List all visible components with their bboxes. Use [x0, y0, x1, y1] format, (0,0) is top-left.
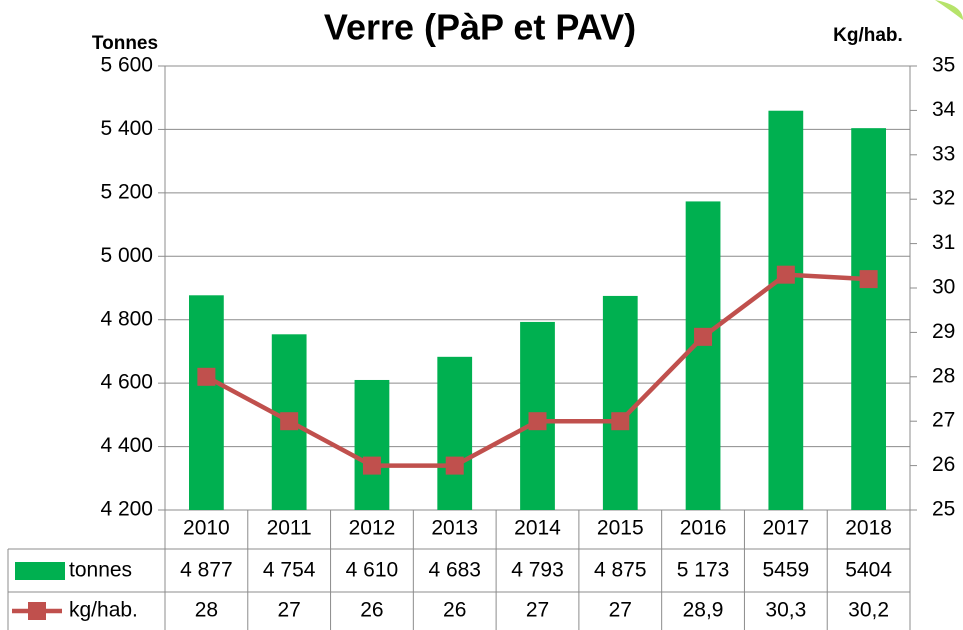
y2-tick-label: 30 [932, 276, 955, 299]
data-label: 4 754 [263, 559, 316, 582]
data-label: 4 683 [428, 559, 481, 582]
data-label: 28 [195, 599, 218, 622]
data-label: 26 [443, 599, 466, 622]
x-tick-label: 2010 [183, 517, 230, 540]
data-label: 4 610 [346, 559, 399, 582]
y2-tick-label: 29 [932, 320, 955, 343]
bar [602, 295, 638, 510]
data-label: 28,9 [683, 599, 724, 622]
x-tick-label: 2013 [431, 517, 478, 540]
y2-tick-label: 35 [932, 54, 955, 77]
y-tick-label: 5 200 [100, 180, 153, 203]
chart-title: Verre (PàP et PAV) [324, 7, 636, 48]
y-axis-label: Tonnes [92, 33, 158, 54]
bar [189, 295, 224, 510]
data-label: 27 [277, 599, 300, 622]
data-label: 30,2 [848, 599, 889, 622]
leaf-decoration [935, 0, 963, 20]
legend-label: kg/hab. [69, 599, 138, 622]
y-tick-label: 4 600 [100, 371, 153, 394]
y-tick-label: 5 400 [100, 117, 153, 140]
y2-tick-label: 34 [932, 98, 956, 121]
marker [694, 327, 713, 346]
marker [859, 270, 878, 289]
y2-tick-label: 28 [932, 364, 955, 387]
marker [611, 412, 630, 431]
y2-axis-label: Kg/hab. [833, 25, 903, 46]
marker [776, 265, 795, 284]
y-tick-label: 5 000 [100, 244, 153, 267]
y-tick-label: 5 600 [100, 54, 153, 77]
data-label: 30,3 [765, 599, 806, 622]
data-label: 27 [609, 599, 632, 622]
legend-swatch [15, 562, 65, 580]
data-label: 4 877 [180, 559, 233, 582]
y2-tick-label: 27 [932, 409, 955, 432]
data-label: 5 173 [677, 559, 730, 582]
y-tick-label: 4 200 [100, 498, 153, 521]
y-tick-label: 4 400 [100, 434, 153, 457]
data-label: 4 875 [594, 559, 647, 582]
data-label: 5459 [762, 559, 809, 582]
data-label: 27 [526, 599, 549, 622]
y2-tick-label: 25 [932, 498, 955, 521]
marker [197, 367, 216, 386]
legend-label: tonnes [69, 559, 132, 582]
bar [685, 201, 721, 511]
marker [280, 412, 299, 431]
y2-tick-label: 26 [932, 453, 955, 476]
x-tick-label: 2012 [349, 517, 396, 540]
y-tick-label: 4 800 [100, 307, 153, 330]
marker [528, 412, 547, 431]
x-tick-label: 2015 [597, 517, 644, 540]
data-label: 4 793 [511, 559, 564, 582]
x-tick-label: 2011 [267, 517, 312, 540]
x-tick-label: 2016 [680, 517, 727, 540]
x-tick-label: 2018 [845, 517, 892, 540]
bar [437, 356, 473, 510]
data-label: 5404 [845, 559, 892, 582]
x-tick-label: 2014 [514, 517, 561, 540]
x-tick-label: 2017 [762, 517, 809, 540]
y2-tick-label: 33 [932, 142, 955, 165]
bar [768, 110, 804, 511]
legend-swatch [28, 602, 46, 620]
marker [362, 456, 381, 475]
bar [851, 128, 886, 510]
bar [354, 379, 390, 510]
y2-tick-label: 32 [932, 187, 955, 210]
y2-tick-label: 31 [932, 231, 955, 254]
data-label: 26 [360, 599, 383, 622]
marker [445, 456, 464, 475]
